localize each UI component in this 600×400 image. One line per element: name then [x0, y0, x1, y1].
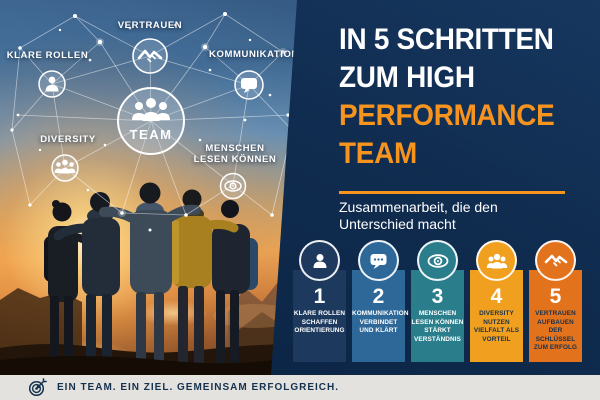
step-3-line1: MENSCHEN	[418, 310, 457, 317]
node-label-kommunikation: KOMMUNIKATION	[209, 49, 299, 60]
step-3-menschen-lesen: 3 MENSCHEN LESEN KÖNNEN STÄRKT VERSTÄNDN…	[411, 240, 464, 362]
step-2-number: 2	[372, 285, 385, 308]
step-1-column: 1 KLARE ROLLEN SCHAFFEN ORIENTIERUNG	[293, 270, 346, 362]
step-4-number: 4	[490, 285, 503, 308]
step-2-column: 2 KOMMUNIKATION VERBINDET UND KLÄRT	[352, 270, 409, 362]
eye-icon	[224, 180, 242, 192]
step-5-line4: ZUM ERFOLG	[533, 344, 578, 352]
step-3-description: MENSCHEN LESEN KÖNNEN STÄRKT VERSTÄNDNIS	[411, 310, 464, 344]
node-label-vertrauen: VERTRAUEN	[117, 20, 183, 31]
headline-line3: PERFORMANCE	[339, 99, 555, 132]
step-2-line1: KOMMUNIKATION	[352, 310, 409, 317]
step-2-line3: UND KLÄRT	[359, 327, 398, 335]
subtitle-line2: Unterschied macht	[339, 216, 456, 232]
node-label-menschen-line1: MENSCHEN	[205, 143, 265, 154]
step-5-description: VERTRAUEN AUFBAUEN DER SCHLÜSSEL ZUM ERF…	[529, 310, 582, 353]
person-silhouette-2	[53, 192, 120, 368]
headline-line2: ZUM HIGH	[339, 61, 475, 94]
node-label-klare-rollen: KLARE ROLLEN	[6, 50, 89, 61]
step-5-number: 5	[549, 285, 562, 308]
step-2-line2: VERBINDET	[359, 318, 398, 326]
step-2-circle	[358, 240, 399, 281]
person-silhouette-1	[44, 200, 100, 366]
step-2-kommunikation: 2 KOMMUNIKATION VERBINDET UND KLÄRT	[352, 240, 409, 362]
node-klare-rollen	[38, 70, 66, 98]
network-dots	[10, 12, 294, 232]
step-3-circle	[417, 240, 458, 281]
foreground-ridge	[0, 356, 300, 375]
mountain-ridge-left	[0, 288, 82, 352]
subtitle: Zusammenarbeit, die den Unterschied mach…	[339, 199, 498, 233]
person-silhouette-3	[99, 182, 201, 370]
group-icon	[54, 159, 76, 174]
speech-bubble-icon	[241, 78, 257, 93]
step-1-description: KLARE ROLLEN SCHAFFEN ORIENTIERUNG	[293, 310, 346, 336]
node-label-menschen-line2: LESEN KÖNNEN	[193, 154, 277, 165]
node-kommunikation	[234, 70, 264, 100]
group-icon	[486, 253, 507, 268]
step-4-circle	[476, 240, 517, 281]
step-4-line3: VIELFALT ALS	[473, 327, 520, 335]
node-label-diversity: DIVERSITY	[40, 134, 96, 145]
speech-bubble-icon	[370, 253, 387, 269]
step-2-description: KOMMUNIKATION VERBINDET UND KLÄRT	[352, 310, 409, 336]
footer-bar: EIN TEAM. EIN ZIEL. GEMEINSAM ERFOLGREIC…	[0, 375, 600, 400]
person-silhouette-4	[172, 189, 239, 366]
step-5-line1: VERTRAUEN	[535, 310, 576, 317]
node-team: TEAM	[117, 87, 185, 155]
accent-rule	[339, 191, 565, 194]
headline: IN 5 SCHRITTEN ZUM HIGH PERFORMANCE TEAM	[339, 21, 571, 173]
step-4-description: DIVERSITY NUTZEN VIELFALT ALS VORTEIL	[470, 310, 523, 344]
handshake-icon	[137, 49, 163, 63]
step-1-circle	[299, 240, 340, 281]
step-3-line2: LESEN KÖNNEN	[411, 318, 464, 326]
headline-line4: TEAM	[339, 137, 417, 170]
step-3-column: 3 MENSCHEN LESEN KÖNNEN STÄRKT VERSTÄNDN…	[411, 270, 464, 362]
step-4-line2: NUTZEN	[483, 318, 510, 326]
person-icon	[313, 253, 326, 268]
node-diversity	[51, 154, 79, 182]
node-menschen-lesen	[219, 172, 247, 200]
node-label-menschen-lesen: MENSCHEN LESEN KÖNNEN	[183, 143, 287, 165]
team-network-diagram: TEAM	[10, 12, 294, 232]
team-group-icon	[132, 98, 170, 121]
step-3-line4: VERSTÄNDNIS	[414, 335, 461, 343]
step-1-line1: KLARE ROLLEN	[293, 310, 346, 317]
step-1-number: 1	[313, 285, 326, 308]
step-5-vertrauen: 5 VERTRAUEN AUFBAUEN DER SCHLÜSSEL ZUM E…	[529, 240, 582, 362]
subtitle-line1: Zusammenarbeit, die den	[339, 199, 498, 215]
steps-row: 1 KLARE ROLLEN SCHAFFEN ORIENTIERUNG 2	[293, 240, 582, 362]
eye-icon	[427, 253, 448, 268]
step-4-column: 4 DIVERSITY NUTZEN VIELFALT ALS VORTEIL	[470, 270, 523, 362]
target-icon	[28, 378, 47, 397]
handshake-icon	[544, 254, 567, 266]
person-icon	[45, 76, 59, 92]
headline-line1: IN 5 SCHRITTEN	[339, 23, 554, 56]
team-node-label: TEAM	[130, 127, 173, 142]
step-5-column: 5 VERTRAUEN AUFBAUEN DER SCHLÜSSEL ZUM E…	[529, 270, 582, 362]
footer-slogan: EIN TEAM. EIN ZIEL. GEMEINSAM ERFOLGREIC…	[57, 382, 340, 393]
step-5-line3: DER SCHLÜSSEL	[535, 327, 576, 343]
step-1-line2: SCHAFFEN	[301, 318, 338, 326]
step-5-circle	[535, 240, 576, 281]
step-3-line3: STÄRKT	[424, 327, 451, 335]
step-5-line2: AUFBAUEN	[537, 318, 574, 326]
step-1-klare-rollen: 1 KLARE ROLLEN SCHAFFEN ORIENTIERUNG	[293, 240, 346, 362]
step-4-line1: DIVERSITY	[479, 310, 514, 317]
step-3-number: 3	[431, 285, 444, 308]
node-vertrauen	[132, 38, 168, 74]
step-4-diversity: 4 DIVERSITY NUTZEN VIELFALT ALS VORTEIL	[470, 240, 523, 362]
step-4-line4: VORTEIL	[482, 335, 511, 343]
step-1-line3: ORIENTIERUNG	[294, 327, 345, 335]
